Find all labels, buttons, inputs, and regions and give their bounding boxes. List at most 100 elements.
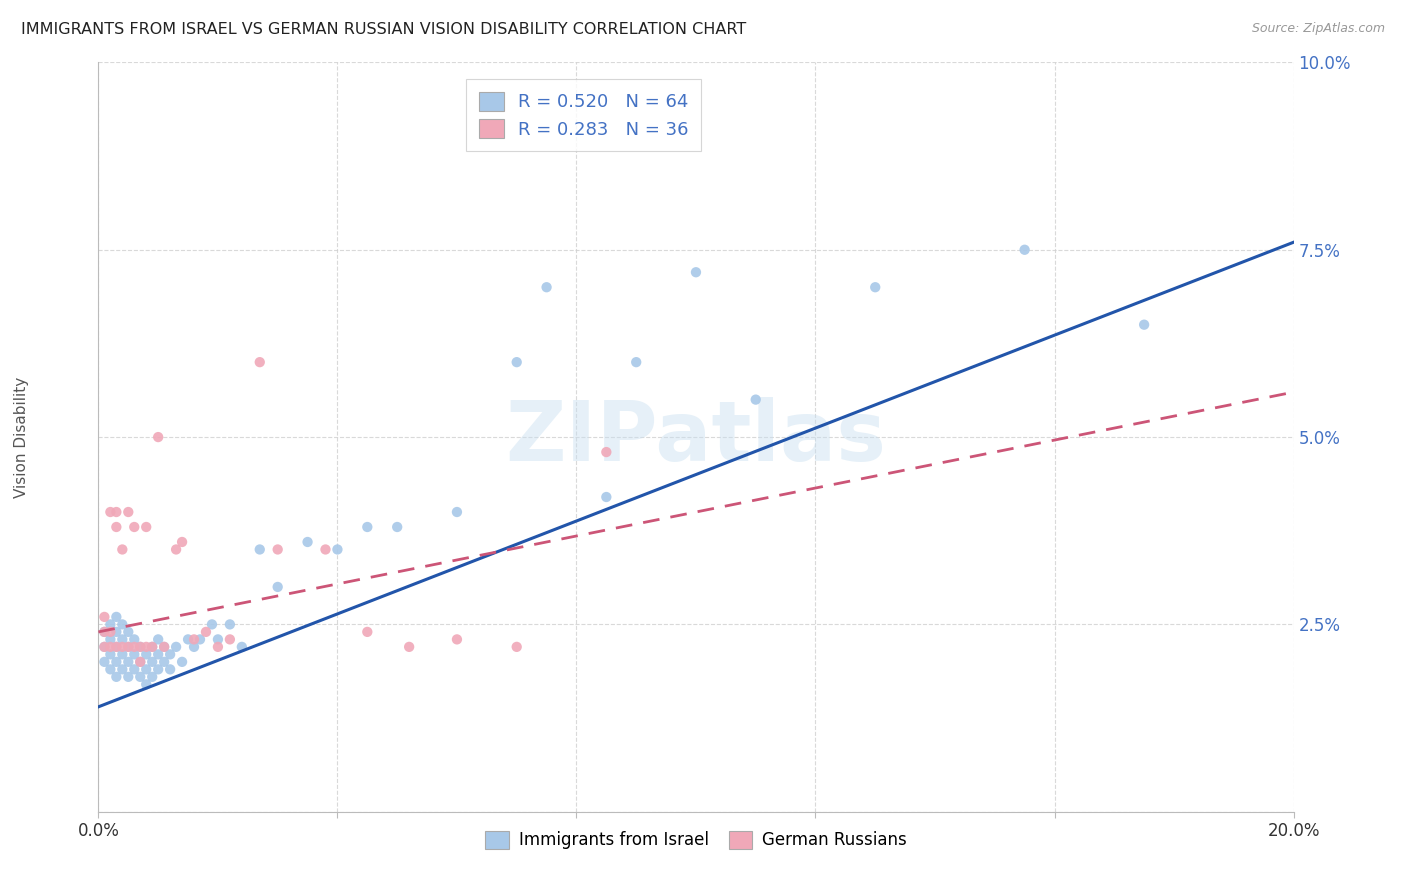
Point (105, 640, 128, 654)
Point (219, 632, 242, 647)
Point (446, 632, 468, 647)
Point (446, 505, 468, 519)
Point (195, 624, 218, 639)
Point (267, 542, 290, 557)
Point (111, 632, 134, 647)
Point (129, 640, 152, 654)
Point (111, 542, 134, 557)
Point (356, 520, 378, 534)
Point (148, 632, 170, 647)
Point (249, 355, 271, 369)
Point (117, 505, 139, 519)
Point (93, 640, 115, 654)
Point (626, 355, 648, 369)
Point (141, 640, 163, 654)
Point (148, 430, 170, 444)
Point (865, 280, 887, 294)
Point (536, 280, 558, 294)
Point (219, 617, 242, 632)
Point (105, 505, 128, 519)
Point (1133, 318, 1156, 332)
Point (506, 640, 529, 654)
Point (124, 632, 146, 647)
Point (201, 617, 224, 632)
Point (153, 655, 176, 669)
Point (98, 505, 122, 519)
Point (183, 632, 205, 647)
Point (129, 655, 152, 669)
Point (98, 624, 122, 639)
Point (117, 655, 139, 669)
Point (105, 520, 128, 534)
Point (595, 490, 617, 504)
Point (124, 640, 146, 654)
Point (117, 624, 139, 639)
Point (1014, 243, 1036, 257)
Point (124, 648, 146, 662)
Legend: Immigrants from Israel, German Russians: Immigrants from Israel, German Russians (478, 824, 914, 855)
Point (249, 542, 271, 557)
Point (595, 445, 617, 459)
Point (153, 640, 176, 654)
Point (207, 640, 229, 654)
Point (98, 632, 122, 647)
Point (98, 662, 122, 676)
Point (135, 662, 157, 676)
Point (188, 632, 211, 647)
Point (129, 670, 152, 684)
Point (135, 648, 157, 662)
Point (105, 670, 128, 684)
Point (93, 610, 115, 624)
Text: ZIPatlas: ZIPatlas (506, 397, 886, 477)
Point (117, 640, 139, 654)
Point (129, 640, 152, 654)
Point (98, 617, 122, 632)
Point (165, 640, 187, 654)
Point (506, 355, 529, 369)
Point (111, 640, 134, 654)
Point (385, 520, 409, 534)
Point (398, 640, 420, 654)
Text: Source: ZipAtlas.com: Source: ZipAtlas.com (1251, 22, 1385, 36)
Point (135, 677, 157, 691)
Point (117, 670, 139, 684)
Y-axis label: Vision Disability: Vision Disability (14, 376, 30, 498)
Point (117, 640, 139, 654)
Point (141, 670, 163, 684)
Point (685, 265, 707, 279)
Point (326, 542, 349, 557)
Point (148, 648, 170, 662)
Point (315, 542, 337, 557)
Point (93, 624, 115, 639)
Point (183, 640, 205, 654)
Point (124, 520, 146, 534)
Point (207, 632, 229, 647)
Point (159, 662, 181, 676)
Point (172, 535, 194, 549)
Point (98, 648, 122, 662)
Point (356, 624, 378, 639)
Point (135, 640, 157, 654)
Point (93, 624, 115, 639)
Point (105, 610, 128, 624)
Point (148, 662, 170, 676)
Point (129, 655, 152, 669)
Point (124, 662, 146, 676)
Point (93, 640, 115, 654)
Point (135, 520, 157, 534)
Text: IMMIGRANTS FROM ISRAEL VS GERMAN RUSSIAN VISION DISABILITY CORRELATION CHART: IMMIGRANTS FROM ISRAEL VS GERMAN RUSSIAN… (21, 22, 747, 37)
Point (159, 648, 181, 662)
Point (177, 632, 200, 647)
Point (165, 542, 187, 557)
Point (105, 640, 128, 654)
Point (297, 535, 319, 549)
Point (231, 640, 253, 654)
Point (141, 655, 163, 669)
Point (105, 624, 128, 639)
Point (111, 648, 134, 662)
Point (745, 392, 768, 407)
Point (153, 640, 176, 654)
Point (111, 662, 134, 676)
Point (105, 655, 128, 669)
Point (141, 640, 163, 654)
